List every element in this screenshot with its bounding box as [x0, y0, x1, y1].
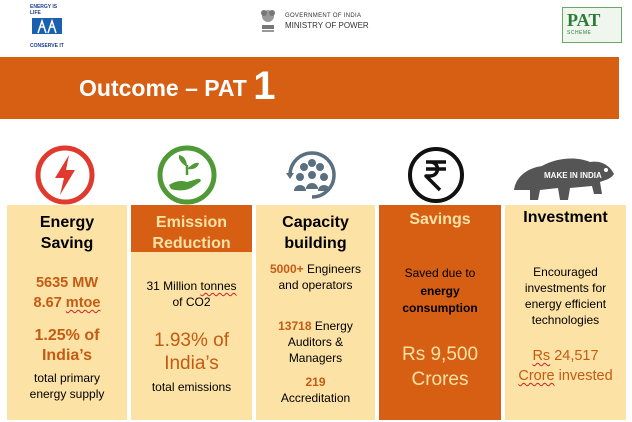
investment-line1: Encouraged — [533, 265, 598, 279]
auditors-label: Energy — [311, 319, 353, 333]
rupee-icon — [408, 147, 464, 203]
logo-text-bottom: CONSERVE IT — [30, 43, 64, 49]
energy-saving-card: Energy Saving 5635 MW 8.67 mtoe 1.25% of… — [7, 205, 127, 420]
logo-text-top: ENERGY IS LIFE — [30, 4, 58, 16]
mtoe-number: 8.67 — [33, 295, 66, 311]
engineers-count: 5000+ — [269, 262, 304, 276]
heading-line2: Reduction — [152, 235, 231, 252]
energy-saving-heading: Energy Saving — [7, 205, 127, 252]
tower-icon — [32, 18, 62, 34]
emission-tonnes: 31 Million tonnes — [131, 279, 252, 293]
tonnes-text: tonnes — [200, 279, 237, 293]
rs-text: Rs — [532, 348, 551, 364]
crore-text: Crore — [518, 368, 555, 384]
capacity-building-heading: Capacity building — [256, 205, 375, 252]
million-text: 31 Million — [146, 279, 201, 293]
investment-line4: technologies — [531, 313, 600, 327]
make-in-india-text: MAKE IN INDIA — [544, 171, 602, 180]
savings-line2: energy — [420, 284, 460, 298]
heading-line1: Energy — [39, 214, 95, 231]
title-banner — [0, 57, 619, 119]
savings-amount: Rs 9,500 — [401, 344, 479, 365]
engineers-line: 5000+ Engineers — [256, 262, 375, 276]
auditors-line2: Auditors & — [287, 335, 344, 349]
ministry-label: MINISTRY OF POWER — [285, 21, 369, 30]
emission-reduction-card: Emission Reduction 31 Million tonnes of … — [131, 205, 252, 420]
auditors-line: 13718 Energy — [256, 319, 375, 333]
emission-reduction-heading: Emission Reduction — [131, 205, 252, 252]
emission-percent: 1.93% of — [154, 330, 229, 351]
emission-desc: total emissions — [151, 380, 232, 394]
savings-line3: consumption — [402, 301, 478, 315]
savings-line1: Saved due to — [404, 266, 476, 280]
emission-co2: of CO2 — [172, 295, 211, 309]
accreditation-label: Accreditation — [280, 391, 351, 405]
auditors-line3: Managers — [288, 351, 343, 365]
energy-is-life-logo: ENERGY IS LIFE CONSERVE IT — [30, 4, 64, 49]
investment-line2: investments for — [524, 281, 607, 295]
savings-body — [379, 252, 501, 420]
savings-crores: Crores — [411, 369, 469, 390]
energy-desc-line2: energy supply — [29, 387, 105, 401]
investment-heading: Investment — [523, 209, 608, 226]
lightning-bolt-icon — [35, 145, 95, 205]
heading-line1: Emission — [155, 214, 228, 231]
people-group-icon — [286, 151, 336, 199]
auditors-count: 13718 — [278, 319, 312, 333]
savings-card: Savings Saved due to energy consumption … — [379, 205, 501, 420]
gov-label: GOVERNMENT OF INDIA — [285, 13, 362, 19]
title-number: 1 — [253, 64, 276, 108]
energy-percent: 1.25% of — [34, 327, 100, 344]
invested-text: invested — [554, 368, 613, 384]
savings-heading: Savings — [379, 205, 501, 252]
page-title: Outcome – PAT 1 — [79, 64, 275, 109]
investment-card: Investment Encouraged investments for en… — [505, 205, 626, 420]
pat-scheme-logo: PAT SCHEME — [562, 7, 622, 43]
accreditation-count: 219 — [305, 375, 326, 389]
capacity-building-card: Capacity building 5000+ Engineers and op… — [256, 205, 375, 420]
energy-mw-value: 5635 MW — [35, 275, 99, 291]
heading-line2: Saving — [40, 235, 94, 252]
engineers-label: Engineers — [303, 262, 362, 276]
heading-line1: Capacity — [282, 214, 349, 231]
heading-line2: building — [284, 235, 347, 252]
energy-desc-line1: total primary — [33, 371, 101, 385]
energy-mtoe-value: 8.67 mtoe — [7, 295, 127, 311]
mtoe-unit: mtoe — [65, 295, 101, 311]
energy-india: India’s — [41, 347, 93, 364]
make-in-india-lion-icon: MAKE IN INDIA — [514, 158, 614, 200]
pat-logo-sub: SCHEME — [567, 30, 592, 36]
investment-crore: Crore invested — [505, 368, 626, 384]
title-text: Outcome – PAT — [79, 75, 247, 101]
national-emblem-icon — [261, 10, 275, 32]
hand-plant-icon — [157, 145, 217, 205]
emission-india: India’s — [164, 353, 219, 374]
investment-line3: energy efficient — [524, 297, 607, 311]
pat-logo-title: PAT — [567, 10, 601, 30]
investment-number: 24,517 — [550, 348, 599, 364]
operators-line: and operators — [278, 278, 353, 292]
investment-amount: Rs 24,517 — [505, 348, 626, 364]
